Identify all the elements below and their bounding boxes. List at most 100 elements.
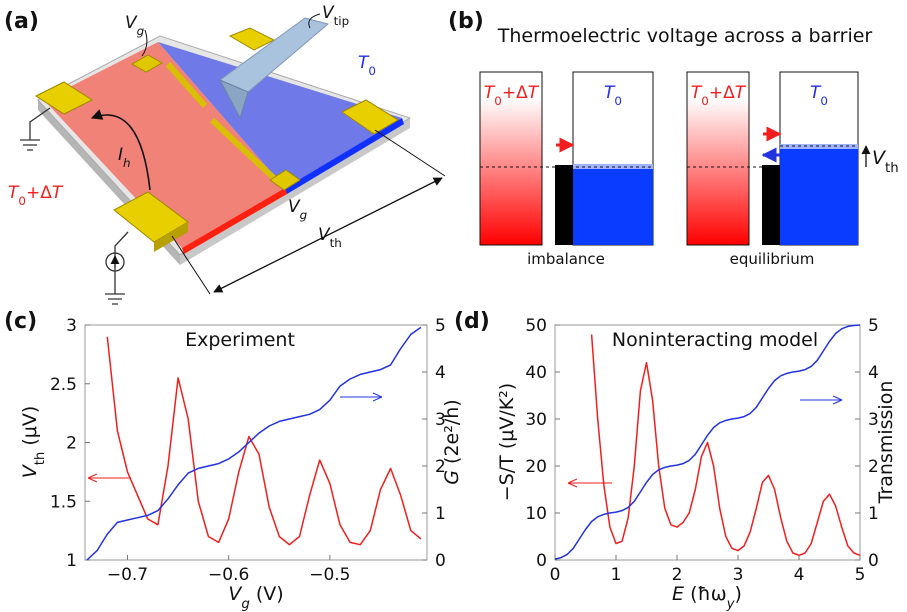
text-part: T [484, 83, 496, 103]
y-tick-label: 1 [66, 551, 77, 571]
x-tick-label: 1 [611, 565, 622, 585]
barrier-imbalance [479, 71, 654, 246]
data-line [106, 336, 422, 546]
y2-tick-label: 4 [435, 363, 446, 383]
y2-tick-label: 1 [868, 504, 879, 524]
text-part: 0 [18, 194, 26, 208]
axis-arrow-head [87, 473, 98, 483]
hot-label: T0+ΔT [484, 83, 540, 108]
text-part: th [33, 452, 48, 466]
y2-tick-label: 4 [868, 363, 879, 383]
panel-label: (b) [448, 9, 484, 34]
cold-label: T0 [604, 83, 622, 108]
text-part: (2e²/h) [441, 399, 463, 470]
device-sketch [20, 13, 446, 305]
y2-tick-label: 5 [435, 316, 446, 336]
text-part: 0 [368, 64, 376, 78]
y2-tick-label: 0 [435, 551, 446, 571]
text-part: (ħω [684, 583, 727, 605]
text-part: V [228, 583, 243, 605]
voltage-label: Vth [318, 225, 342, 250]
y2-tick-label: 3 [435, 410, 446, 430]
data-line [86, 326, 422, 561]
text-part: G [441, 470, 463, 485]
data-line [590, 334, 861, 557]
cold-label: T0 [810, 83, 828, 108]
text-part: T [528, 83, 540, 103]
text-part: th [885, 161, 899, 176]
axis-arrow-head [372, 392, 383, 402]
text-part: T [691, 83, 703, 103]
text-part: V [872, 147, 887, 169]
x-tick-label: −0.7 [107, 565, 148, 585]
voltage-label: Vth [872, 147, 899, 176]
text-part: T [358, 53, 370, 73]
text-part: T [810, 83, 822, 103]
x-tick-label: 4 [794, 565, 805, 585]
y2-tick-label: 3 [868, 410, 879, 430]
y-tick-label: 10 [525, 504, 547, 524]
text-part: V [125, 13, 138, 33]
y2-axis-label: Transmission [875, 381, 897, 505]
y-tick-label: 30 [525, 410, 547, 430]
x-tick-label: 3 [733, 565, 744, 585]
text-part: E [672, 583, 684, 605]
y-tick-label: 1.5 [50, 492, 77, 512]
text-part: g [241, 597, 249, 612]
text-part: V [288, 197, 301, 217]
axis-arrow-head [832, 395, 843, 405]
gate-label: Vg [288, 197, 308, 222]
panel-label: (c) [4, 309, 37, 334]
text-part: 0 [614, 94, 622, 108]
panel-label: (d) [454, 309, 490, 334]
y-tick-label: 0 [536, 551, 547, 571]
x-tick-label: −0.6 [208, 565, 249, 585]
text-part: T [52, 183, 64, 203]
barrier-equilibrium [686, 71, 871, 246]
y2-tick-label: 2 [435, 457, 446, 477]
data-line [554, 324, 861, 560]
y-axis-label: −S/T (μV/K²) [496, 383, 518, 501]
x-tick-label: 0 [550, 565, 561, 585]
text-part: 0 [820, 94, 828, 108]
x-axis-label: Vg (V) [228, 583, 283, 612]
y2-axis-label: G (2e²/h) [441, 399, 463, 484]
x-tick-label: −0.5 [309, 565, 350, 585]
text-part: T [8, 183, 20, 203]
text-part: th [330, 236, 342, 250]
x-axis-label: E (ħωy) [672, 583, 742, 612]
tip-label: Vtip [322, 3, 349, 28]
y-axis-label: Vth (μV) [19, 406, 48, 479]
text-part: V [318, 225, 331, 245]
text-part: h [123, 156, 131, 170]
y-tick-label: 50 [525, 316, 547, 336]
text-part: (μV) [19, 406, 41, 452]
x-tick-label: 2 [672, 565, 683, 585]
text-part: g [300, 208, 308, 222]
text-part: +Δ [502, 83, 528, 103]
text-part: 0 [494, 94, 502, 108]
y-tick-label: 20 [525, 457, 547, 477]
hot-label: T0+ΔT [691, 83, 747, 108]
text-part: 0 [701, 94, 709, 108]
text-part: (V) [250, 583, 284, 605]
y2-tick-label: 1 [435, 504, 446, 524]
panel-title: Thermoelectric voltage across a barrier [497, 25, 873, 47]
caption: equilibrium [730, 250, 815, 268]
y-tick-label: 3 [66, 316, 77, 336]
gate-label: Vg [125, 13, 145, 38]
text-part: +Δ [709, 83, 735, 103]
y2-tick-label: 2 [868, 457, 879, 477]
plot-frame [84, 324, 428, 561]
text-part: I [118, 145, 123, 165]
cold-label: T0 [358, 53, 376, 78]
y2-tick-label: 5 [868, 316, 879, 336]
x-tick-label: 5 [855, 565, 866, 585]
chart-title: Experiment [185, 329, 295, 351]
text-part: T [735, 83, 747, 103]
text-part: ) [735, 583, 742, 605]
text-part: tip [334, 14, 350, 28]
plot-frame [554, 324, 861, 561]
hot-label: T0+ΔT [8, 183, 64, 208]
